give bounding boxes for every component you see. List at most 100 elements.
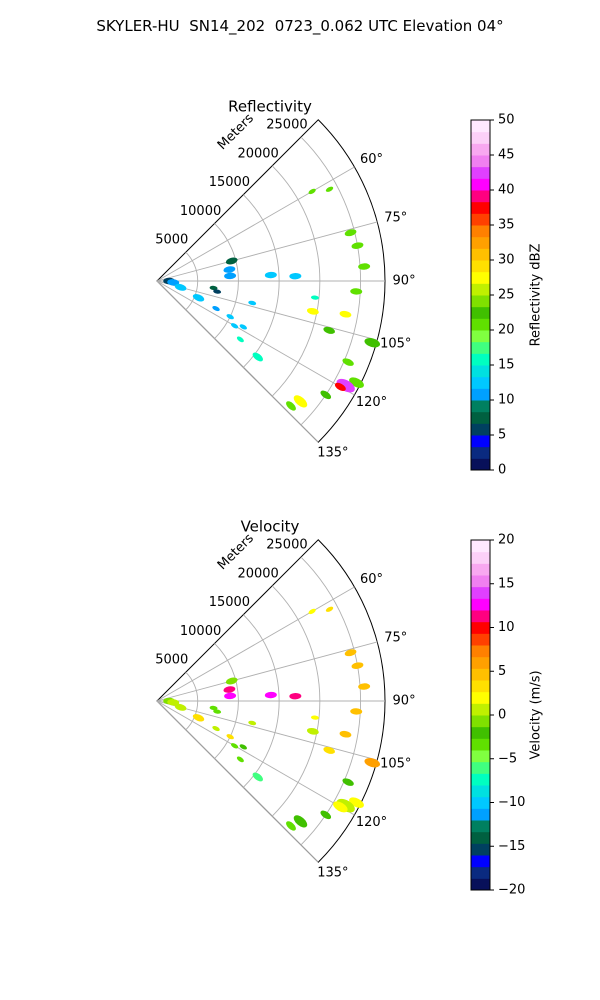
echo-cell bbox=[289, 272, 302, 280]
echo-cell bbox=[239, 324, 247, 330]
echo-cell bbox=[225, 677, 238, 685]
echo-cell bbox=[320, 390, 332, 400]
colorbar-tick-label: 30 bbox=[498, 253, 515, 268]
radial-tick-label: 10000 bbox=[180, 624, 221, 639]
echo-cell bbox=[230, 323, 239, 329]
colorbar-segment bbox=[471, 796, 490, 809]
colorbar-segment bbox=[471, 633, 490, 646]
echo-cell bbox=[192, 714, 205, 722]
azimuth-gridline bbox=[156, 700, 319, 863]
azimuth-gridline bbox=[156, 641, 378, 702]
azimuth-gridline bbox=[156, 280, 355, 396]
echo-cell bbox=[252, 772, 263, 782]
colorbar-segment bbox=[471, 645, 490, 658]
radial-tick-label: 5000 bbox=[155, 653, 188, 668]
echo-cell bbox=[306, 307, 319, 315]
azimuth-gridline bbox=[156, 166, 355, 282]
azimuth-tick-label: 120° bbox=[356, 395, 387, 410]
colorbar-segment bbox=[471, 726, 490, 739]
colorbar-segment bbox=[471, 761, 490, 774]
echo-cell bbox=[306, 727, 319, 735]
echo-cell bbox=[226, 734, 234, 740]
colorbar-segment bbox=[471, 831, 490, 844]
echo-cell bbox=[236, 336, 244, 343]
colorbar-segment bbox=[471, 691, 490, 704]
echo-cell bbox=[320, 810, 332, 820]
colorbar-segment bbox=[471, 785, 490, 798]
colorbar-tick-label: 15 bbox=[498, 358, 515, 373]
echo-cell bbox=[334, 382, 346, 391]
radial-tick-label: 15000 bbox=[209, 175, 250, 190]
colorbar-segment bbox=[471, 843, 490, 856]
echo-cell bbox=[344, 229, 357, 237]
echo-cell bbox=[289, 692, 302, 700]
azimuth-tick-label: 120° bbox=[356, 815, 387, 830]
echo-cell bbox=[310, 715, 319, 720]
echo-cell bbox=[350, 708, 363, 715]
colorbar-segment bbox=[471, 715, 490, 728]
echo-cell bbox=[293, 395, 308, 408]
echo-cell bbox=[230, 743, 239, 749]
colorbar-tick-label: 5 bbox=[498, 428, 506, 443]
colorbar-segment bbox=[471, 388, 490, 401]
colorbar-segment bbox=[471, 400, 490, 413]
echo-cell bbox=[226, 314, 234, 320]
azimuth-tick-label: 105° bbox=[380, 756, 411, 771]
colorbar-tick-label: −20 bbox=[498, 883, 525, 898]
colorbar-segment bbox=[471, 680, 490, 693]
echo-cell bbox=[342, 358, 354, 366]
echo-cell bbox=[325, 186, 334, 192]
colorbar-segment bbox=[471, 201, 490, 214]
azimuth-gridline bbox=[156, 280, 319, 443]
azimuth-tick-label: 60° bbox=[360, 152, 383, 167]
echo-cell bbox=[252, 352, 263, 362]
colorbar-label: Reflectivity dBZ bbox=[529, 244, 544, 347]
echo-cell bbox=[323, 746, 336, 754]
colorbar-segment bbox=[471, 610, 490, 623]
echo-cell bbox=[339, 730, 352, 738]
colorbar-segment bbox=[471, 318, 490, 331]
colorbar-segment bbox=[471, 551, 490, 564]
radial-tick-label: 20000 bbox=[237, 566, 278, 581]
colorbar-tick-label: 25 bbox=[498, 288, 515, 303]
azimuth-gridline bbox=[156, 221, 378, 282]
echo-cell bbox=[224, 692, 237, 700]
colorbar-segment bbox=[471, 365, 490, 378]
colorbar-tick-label: 20 bbox=[498, 533, 515, 548]
echo-cell bbox=[223, 266, 236, 273]
figure-title: SKYLER-HU SN14_202 0723_0.062 UTC Elevat… bbox=[96, 17, 504, 35]
colorbar-segment bbox=[471, 458, 490, 471]
azimuth-tick-label: 60° bbox=[360, 572, 383, 587]
colorbar-segment bbox=[471, 808, 490, 821]
colorbar-segment bbox=[471, 295, 490, 308]
echo-cell bbox=[286, 401, 296, 411]
azimuth-tick-label: 135° bbox=[317, 445, 348, 460]
colorbar-tick-label: 15 bbox=[498, 576, 515, 591]
radial-tick-label: 5000 bbox=[155, 233, 188, 248]
colorbar-segment bbox=[471, 540, 490, 553]
echo-cell bbox=[293, 815, 308, 828]
colorbar-segment bbox=[471, 435, 490, 448]
echo-cell bbox=[225, 257, 238, 265]
colorbar-segment bbox=[471, 411, 490, 424]
colorbar-segment bbox=[471, 866, 490, 879]
echo-cell bbox=[236, 756, 244, 763]
echo-cell bbox=[224, 272, 237, 280]
radial-tick-label: 15000 bbox=[209, 595, 250, 610]
echo-cell bbox=[192, 294, 205, 302]
colorbar-segment bbox=[471, 878, 490, 891]
colorbar-segment bbox=[471, 213, 490, 226]
panel-reflectivity: Reflectivity500010000150002000025000Mete… bbox=[155, 98, 543, 478]
colorbar-tick-label: −10 bbox=[498, 795, 525, 810]
colorbar-segment bbox=[471, 446, 490, 459]
echo-cell bbox=[350, 288, 363, 295]
echo-cell bbox=[174, 283, 187, 291]
colorbar-segment bbox=[471, 248, 490, 261]
colorbar-tick-label: 35 bbox=[498, 218, 515, 233]
colorbar-tick-label: 20 bbox=[498, 323, 515, 338]
panel-title: Reflectivity bbox=[228, 98, 312, 116]
colorbar-tick-label: 0 bbox=[498, 708, 506, 723]
colorbar-tick-label: −15 bbox=[498, 839, 525, 854]
colorbar-tick-label: 0 bbox=[498, 463, 506, 478]
